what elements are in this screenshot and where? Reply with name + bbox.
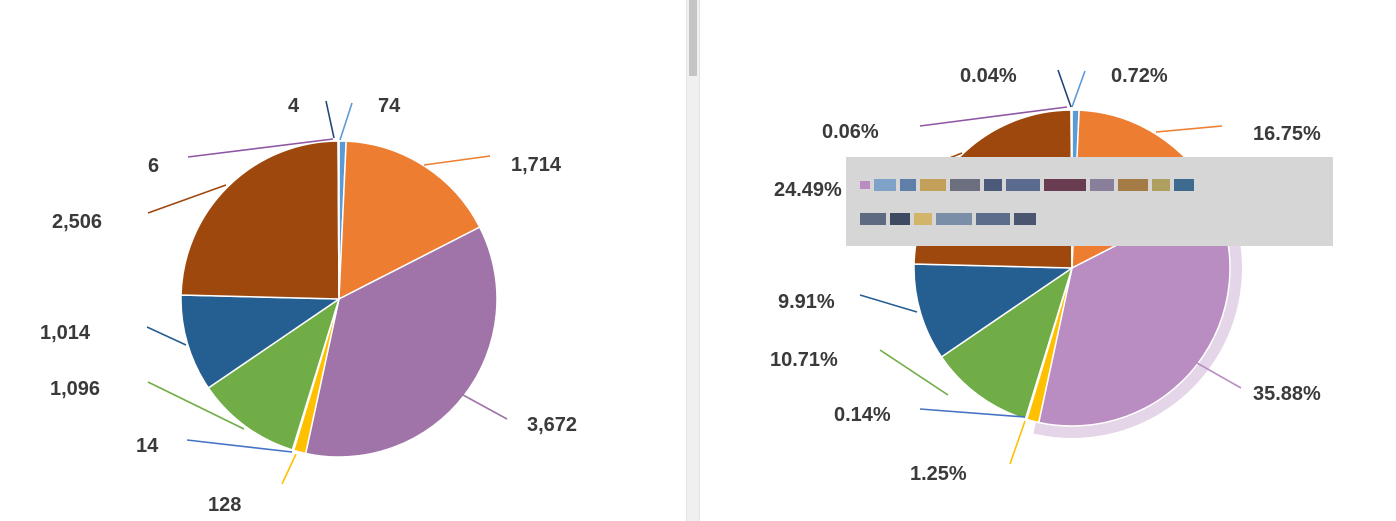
data-label-0: 0.72% (1111, 65, 1168, 87)
data-label-3: 128 (208, 494, 241, 516)
data-label-7: 2,506 (52, 211, 102, 233)
leader-line-6 (859, 294, 918, 313)
pie-slice-6[interactable] (913, 263, 1075, 358)
data-label-4: 14 (136, 435, 159, 457)
data-label-8: 6 (148, 155, 159, 177)
data-label-9: 0.04% (960, 65, 1017, 87)
data-label-8: 0.06% (822, 121, 879, 143)
pie-slice-6[interactable] (180, 294, 342, 389)
leader-line-3 (281, 453, 297, 485)
leader-line-6 (146, 326, 187, 346)
hover-tooltip (846, 157, 1333, 246)
leader-line-8 (187, 138, 334, 158)
data-label-5: 10.71% (770, 349, 838, 371)
leader-line-1 (423, 155, 491, 166)
data-label-9: 4 (288, 95, 300, 117)
data-label-7: 24.49% (774, 179, 842, 201)
leader-line-1 (1155, 125, 1223, 133)
leader-line-7 (147, 184, 227, 214)
leader-line-9 (325, 100, 335, 139)
data-label-2: 35.88% (1253, 383, 1321, 405)
tooltip-line-2 (860, 209, 1319, 229)
leader-line-4 (919, 408, 1026, 418)
leader-line-5 (147, 381, 245, 430)
leader-line-9 (1057, 69, 1072, 108)
data-label-2: 3,672 (527, 414, 577, 436)
data-label-6: 9.91% (778, 291, 835, 313)
data-label-1: 16.75% (1253, 123, 1321, 145)
data-label-6: 1,014 (40, 322, 91, 344)
leader-line-2 (462, 394, 508, 420)
pie-slice-1[interactable] (338, 140, 481, 301)
leader-line-3 (1009, 420, 1026, 465)
leader-line-2 (1196, 362, 1242, 389)
pie-chart-percentages: 0.72% 16.75% 35.88% 1.25% 0.14% 10.71% 9.91% 24… (770, 65, 1321, 485)
scrollbar-thumb[interactable] (689, 0, 697, 76)
data-label-3: 1.25% (910, 463, 967, 485)
leader-line-0 (1071, 70, 1086, 108)
data-label-0: 74 (378, 95, 401, 117)
pie-slice-5[interactable] (207, 297, 341, 451)
leader-line-0 (339, 102, 353, 141)
data-label-5: 1,096 (50, 378, 100, 400)
data-label-1: 1,714 (511, 154, 562, 176)
leader-line-5 (879, 349, 949, 396)
leader-line-8 (919, 106, 1068, 127)
scrollbar[interactable] (686, 0, 700, 521)
pie-slice-7[interactable] (180, 140, 340, 300)
pie-chart-counts: 74 1,714 3,672 128 14 1,096 1,014 2,506 6 4 (40, 95, 577, 516)
leader-line-4 (186, 439, 293, 453)
data-label-4: 0.14% (834, 404, 891, 426)
tooltip-line-1 (860, 175, 1319, 195)
